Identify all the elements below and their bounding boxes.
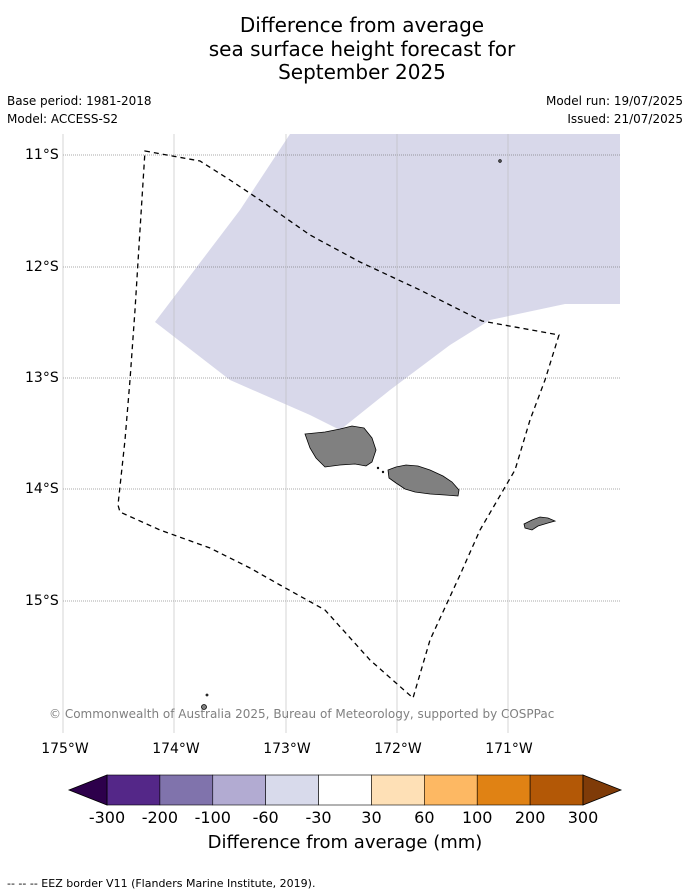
title-line-2: sea surface height forecast for <box>208 36 516 61</box>
lon-label-173: 173°W <box>263 741 311 757</box>
title-line-1: Difference from average <box>239 13 485 37</box>
colorbar-tick-label: -300 <box>88 808 126 827</box>
eez-legend-text: -- -- -- EEZ border V11 (Flanders Marine… <box>7 877 316 890</box>
colorbar-tick-label: -100 <box>194 808 231 827</box>
model-text: Model: ACCESS-S2 <box>7 112 119 126</box>
islet-between <box>376 466 380 470</box>
colorbar-segment <box>529 774 584 806</box>
lon-label-174: 174°W <box>152 741 200 757</box>
lat-label-12: 12°S <box>25 259 59 275</box>
colorbar-segment <box>106 774 161 806</box>
island-upolu <box>387 464 460 497</box>
colorbar-label: Difference from average (mm) <box>207 832 483 853</box>
islet-southwest-small <box>205 693 209 697</box>
issued-text: Issued: 21/07/2025 <box>567 112 683 126</box>
lon-label-175: 175°W <box>41 741 89 757</box>
colorbar-tick-label: -60 <box>252 808 279 827</box>
islet-southwest <box>201 704 207 710</box>
colorbar-segment <box>212 774 266 806</box>
island-savaii <box>304 425 377 468</box>
colorbar-tick-label: 300 <box>567 808 599 827</box>
map-title: Difference from average sea surface heig… <box>0 13 690 85</box>
colorbar-tick-label: 60 <box>414 808 435 827</box>
islet-between-2 <box>381 470 385 474</box>
colorbar-tick-label: 200 <box>514 808 546 827</box>
colorbar-segment <box>424 774 478 806</box>
anomaly-region <box>155 134 620 430</box>
colorbar-segment <box>371 774 425 806</box>
base-period-text: Base period: 1981-2018 <box>7 94 152 108</box>
lon-label-171: 171°W <box>485 741 533 757</box>
lat-label-14: 14°S <box>25 481 59 497</box>
colorbar-segment <box>476 774 531 806</box>
lat-label-15: 15°S <box>25 593 59 609</box>
colorbar-tick-label: 30 <box>361 808 382 827</box>
model-run-text: Model run: 19/07/2025 <box>545 94 683 108</box>
colorbar-extend-high <box>582 774 623 806</box>
lon-label-172: 172°W <box>374 741 422 757</box>
colorbar-segment <box>318 774 372 806</box>
lat-label-13: 13°S <box>25 370 59 386</box>
colorbar-extend-low <box>67 774 108 806</box>
copyright-notice: © Commonwealth of Australia 2025, Bureau… <box>49 707 555 721</box>
islet-northeast <box>498 159 502 163</box>
eez-border <box>117 150 560 700</box>
colorbar-tick-label: -200 <box>141 808 179 827</box>
colorbar-tick-label: -30 <box>305 808 332 827</box>
lat-label-11: 11°S <box>25 147 59 163</box>
land <box>201 159 557 710</box>
graticule <box>62 134 620 733</box>
colorbar-tick-label: 100 <box>461 808 493 827</box>
colorbar-segment <box>159 774 214 806</box>
island-tutuila <box>523 516 557 531</box>
title-line-3: September 2025 <box>278 60 446 84</box>
colorbar-segment <box>265 774 319 806</box>
